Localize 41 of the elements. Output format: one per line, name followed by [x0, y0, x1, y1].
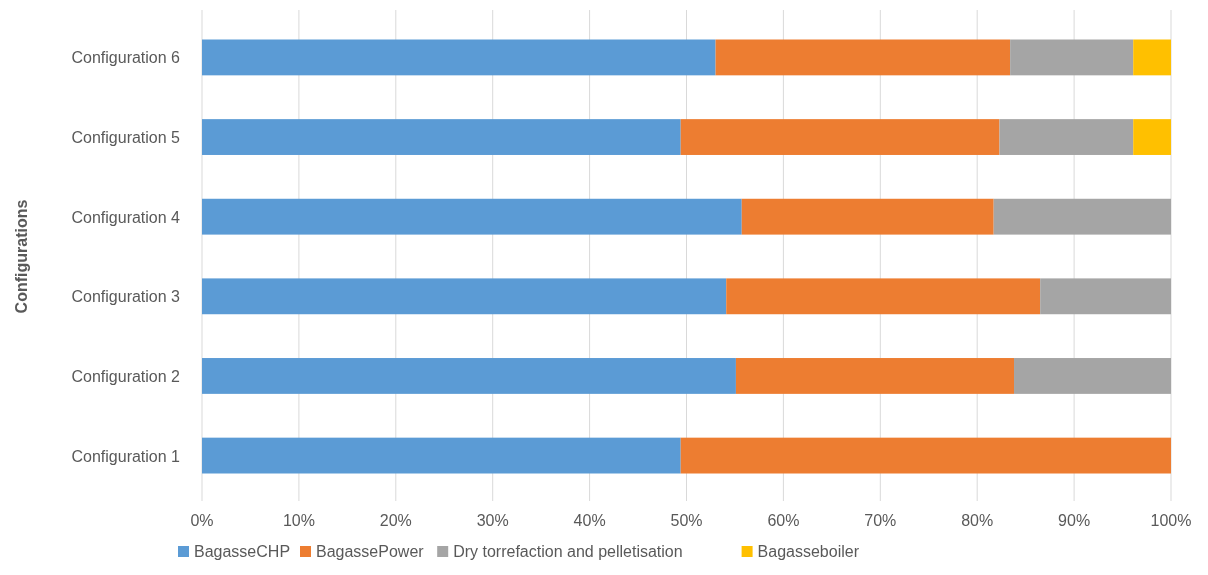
- bar: [1040, 278, 1172, 315]
- x-tick-label: 20%: [379, 512, 412, 529]
- x-tick-label: 100%: [1150, 512, 1192, 529]
- x-tick-label: 10%: [282, 512, 315, 529]
- x-tick-label: 60%: [767, 512, 800, 529]
- x-tick-label: 80%: [961, 512, 994, 529]
- y-tick-label: Configuration 5: [71, 129, 181, 147]
- bar: [202, 278, 727, 315]
- y-tick-label: Configuration 6: [71, 49, 181, 67]
- bar: [1133, 39, 1171, 76]
- bar: [202, 39, 716, 76]
- bar: [680, 119, 1000, 155]
- bar: [1010, 39, 1134, 76]
- legend-label: BagasseCHP: [194, 543, 291, 560]
- y-tick-label: Configuration 2: [71, 367, 181, 385]
- x-tick-label: 70%: [864, 512, 897, 529]
- x-tick-label: 0%: [190, 512, 214, 529]
- x-tick-label: 40%: [573, 512, 606, 529]
- y-tick-label: Configuration 3: [71, 288, 181, 306]
- bar: [202, 119, 681, 155]
- bar: [735, 358, 1015, 394]
- bar: [202, 437, 681, 474]
- x-tick-label: 90%: [1058, 512, 1091, 529]
- legend-label: BagassePower: [316, 543, 425, 560]
- bar: [741, 198, 994, 235]
- y-tick-label: Configuration 4: [71, 208, 181, 226]
- bar: [1133, 119, 1171, 155]
- x-tick-label: 30%: [476, 512, 509, 529]
- bar: [680, 437, 1171, 474]
- bar: [726, 278, 1041, 315]
- bar: [202, 198, 742, 235]
- bar: [1014, 358, 1171, 394]
- bar: [999, 119, 1134, 155]
- bar: [715, 39, 1011, 76]
- legend-label: Dry torrefaction and pelletisation: [453, 543, 683, 560]
- legend-label: Bagasseboiler: [757, 543, 860, 560]
- x-tick-label: 50%: [670, 512, 703, 529]
- y-tick-label: Configuration 1: [71, 447, 181, 465]
- y-axis-title: Configurations: [13, 199, 30, 314]
- bar: [993, 198, 1171, 235]
- bar: [202, 358, 736, 394]
